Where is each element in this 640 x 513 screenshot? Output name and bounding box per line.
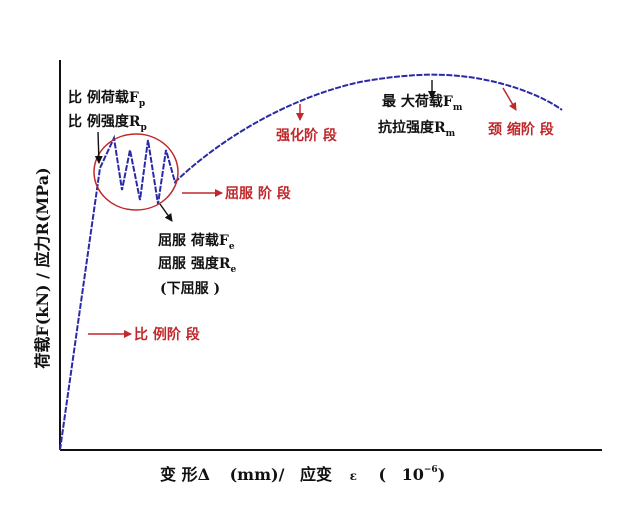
strengthening-stage-label: 强化阶 段 <box>276 127 337 144</box>
proportional-load-label: 比 例荷载Fp <box>68 89 145 109</box>
stress-strain-curve <box>59 73 563 451</box>
yield-load-label: 屈服 荷载Fe <box>158 232 235 252</box>
lower-yield-label: (下屈服 ) <box>160 281 220 297</box>
yield-zone-ellipse <box>93 133 179 211</box>
proportional-stage-label: 比 例阶 段 <box>134 326 200 343</box>
x-axis-title: 变 形Δ (mm)/ 应变 ε ( 10−6) <box>160 465 445 484</box>
max-load-label: 最 大荷载Fm <box>382 93 463 113</box>
necking-stage-arrow <box>502 87 517 111</box>
yield-stage-label: 屈服 阶 段 <box>225 185 291 202</box>
proportional-strength-label: 比 例强度Rp <box>68 113 147 133</box>
necking-stage-label: 颈 缩阶 段 <box>487 121 554 138</box>
yield-strength-label: 屈服 强度Re <box>158 255 237 275</box>
proportional-limit-arrow <box>94 131 103 164</box>
tensile-strength-label: 抗拉强度Rm <box>378 119 456 139</box>
y-axis-title: 荷载F(kN) / 应力R(MPa) <box>33 167 52 368</box>
lower-yield-arrow <box>159 203 173 222</box>
